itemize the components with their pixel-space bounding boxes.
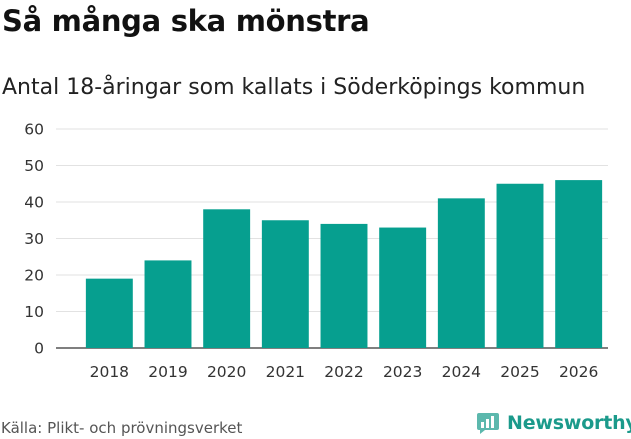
newsworthy-icon [477,413,499,434]
x-tick-label: 2024 [442,363,481,381]
y-tick-label: 40 [24,194,44,212]
newsworthy-logo[interactable]: Newsworthy [476,410,631,436]
bar-2024[interactable] [437,198,485,348]
x-tick-label: 2019 [148,363,187,381]
y-tick-label: 30 [24,230,44,248]
chart-title: Så många ska mönstra [2,4,370,38]
y-tick-label: 0 [34,340,44,358]
x-tick-label: 2021 [266,363,305,381]
x-tick-label: 2022 [324,363,363,381]
bar-2025[interactable] [496,183,544,348]
bar-2022[interactable] [320,223,368,348]
x-tick-label: 2026 [559,363,598,381]
x-tick-label: 2020 [207,363,246,381]
bar-2026[interactable] [555,180,603,348]
x-tick-label: 2025 [500,363,539,381]
x-tick-label: 2018 [90,363,129,381]
x-tick-label: 2023 [383,363,422,381]
bar-2020[interactable] [203,209,251,348]
bar-2019[interactable] [144,260,192,348]
chart-subtitle: Antal 18-åringar som kallats i Söderköpi… [2,75,586,100]
source-note: Källa: Plikt- och prövningsverket [1,419,243,437]
y-tick-label: 10 [24,303,44,321]
y-tick-label: 20 [24,267,44,285]
bar-2021[interactable] [261,220,309,348]
brand-name: Newsworthy [507,412,631,434]
y-tick-label: 60 [24,121,44,139]
bar-2018[interactable] [85,278,133,348]
bar-2023[interactable] [379,227,427,348]
y-tick-label: 50 [24,157,44,175]
bar-chart: 0 10 20 30 40 50 60 2018 2019 2020 2021 2022 2023 202… [24,121,608,381]
